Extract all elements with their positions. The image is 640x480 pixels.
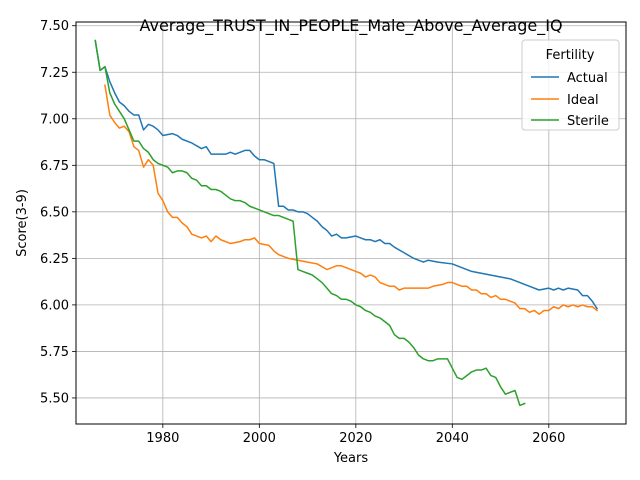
x-tick-label: 2040 <box>436 431 469 446</box>
legend-label-sterile: Sterile <box>567 114 609 129</box>
legend: Fertility Actual Ideal Sterile <box>522 40 619 130</box>
legend-title: Fertility <box>546 48 595 63</box>
y-tick-label: 6.00 <box>40 298 69 313</box>
y-tick-label: 6.75 <box>40 159 69 174</box>
y-tick-label: 6.25 <box>40 252 69 267</box>
y-tick-label: 6.50 <box>40 205 69 220</box>
legend-label-actual: Actual <box>567 71 608 86</box>
y-tick-label: 7.50 <box>40 19 69 34</box>
y-tick-label: 7.25 <box>40 66 69 81</box>
x-tick-label: 2000 <box>243 431 276 446</box>
x-tick-label: 1980 <box>146 431 179 446</box>
legend-label-ideal: Ideal <box>567 93 599 108</box>
x-axis-label: Years <box>333 451 369 466</box>
y-tick-label: 5.75 <box>40 345 69 360</box>
y-axis-label: Score(3-9) <box>15 189 30 257</box>
x-tick-label: 2060 <box>532 431 565 446</box>
chart-title: Average_TRUST_IN_PEOPLE_Male_Above_Avera… <box>139 16 562 36</box>
x-tick-label: 2020 <box>339 431 372 446</box>
y-tick-label: 5.50 <box>40 391 69 406</box>
y-tick-label: 7.00 <box>40 112 69 127</box>
